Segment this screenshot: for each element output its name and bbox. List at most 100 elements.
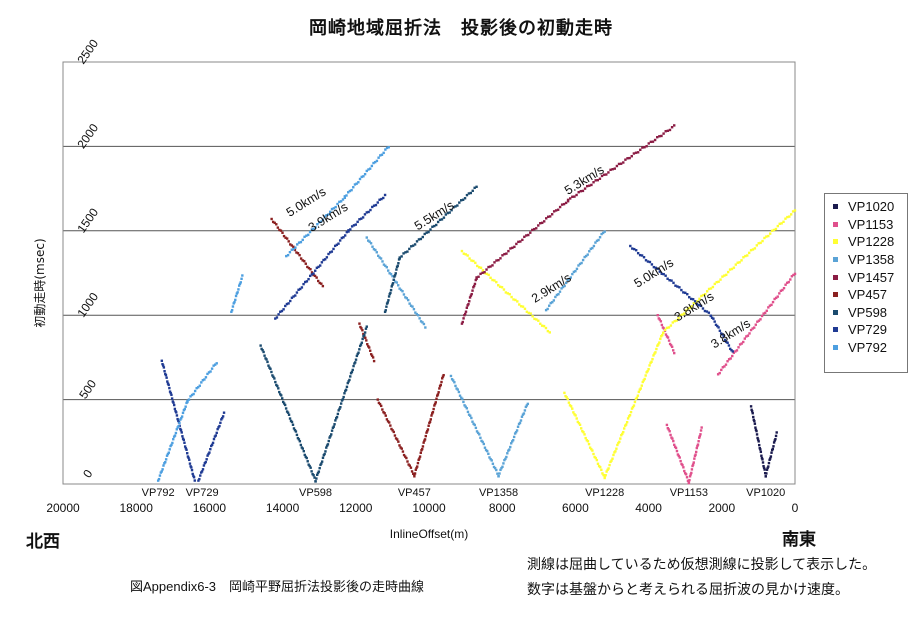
data-point bbox=[408, 247, 411, 251]
data-point bbox=[188, 462, 192, 465]
data-point bbox=[419, 320, 423, 323]
data-point bbox=[166, 382, 170, 385]
data-point bbox=[321, 284, 325, 288]
data-point bbox=[368, 240, 371, 243]
data-point bbox=[483, 271, 486, 274]
data-point bbox=[506, 292, 509, 295]
data-point bbox=[444, 213, 448, 216]
data-point bbox=[358, 218, 361, 221]
data-point bbox=[690, 305, 694, 308]
data-point bbox=[368, 349, 372, 352]
data-point bbox=[326, 443, 330, 446]
data-point bbox=[400, 255, 403, 258]
data-point bbox=[454, 205, 457, 208]
data-point bbox=[190, 466, 193, 469]
data-point bbox=[659, 337, 662, 341]
data-point bbox=[631, 405, 635, 409]
data-point bbox=[612, 453, 615, 457]
data-point bbox=[335, 417, 338, 420]
data-point bbox=[696, 444, 699, 448]
legend-item-vp792: VP792 bbox=[831, 339, 907, 357]
data-point bbox=[639, 387, 642, 390]
data-point bbox=[416, 314, 420, 317]
data-point bbox=[634, 151, 638, 154]
data-point bbox=[322, 258, 325, 262]
data-point bbox=[504, 457, 507, 461]
data-point bbox=[233, 300, 236, 304]
data-point bbox=[421, 321, 424, 324]
data-point bbox=[306, 460, 309, 463]
data-point bbox=[280, 394, 283, 397]
data-point bbox=[339, 405, 342, 409]
data-point bbox=[578, 423, 582, 426]
vp-label: VP1228 bbox=[585, 487, 624, 499]
data-point bbox=[576, 420, 580, 424]
data-point bbox=[369, 208, 372, 212]
data-point bbox=[765, 468, 769, 471]
data-point bbox=[198, 384, 201, 387]
data-point bbox=[774, 434, 778, 438]
data-point bbox=[261, 348, 264, 352]
data-point bbox=[406, 250, 409, 253]
data-point bbox=[632, 404, 636, 407]
data-point bbox=[460, 322, 464, 325]
data-point bbox=[541, 221, 544, 225]
data-point bbox=[461, 198, 465, 201]
data-point bbox=[519, 305, 523, 308]
data-point bbox=[431, 412, 434, 415]
data-point bbox=[461, 320, 464, 324]
data-point bbox=[505, 252, 508, 255]
data-point bbox=[320, 460, 324, 463]
data-point bbox=[162, 464, 165, 467]
data-point bbox=[173, 407, 177, 411]
data-point bbox=[585, 184, 589, 188]
data-point bbox=[488, 456, 491, 459]
data-point bbox=[176, 417, 179, 421]
data-point bbox=[759, 450, 763, 454]
data-point bbox=[654, 266, 658, 270]
data-point bbox=[371, 356, 375, 359]
data-point bbox=[414, 311, 417, 314]
data-point bbox=[205, 458, 208, 461]
data-point bbox=[297, 241, 301, 244]
data-point bbox=[374, 160, 377, 164]
data-point bbox=[382, 196, 385, 200]
y-tick-label: 0 bbox=[80, 467, 95, 481]
data-point bbox=[354, 358, 358, 361]
data-point bbox=[491, 264, 494, 267]
data-point bbox=[548, 304, 551, 307]
data-point bbox=[718, 371, 721, 375]
data-point bbox=[519, 419, 523, 422]
data-point bbox=[619, 437, 622, 440]
data-point bbox=[728, 268, 732, 271]
data-point bbox=[365, 325, 368, 328]
data-point bbox=[754, 323, 757, 326]
data-point bbox=[699, 433, 702, 436]
data-point bbox=[208, 451, 211, 454]
data-point bbox=[315, 266, 319, 270]
data-point bbox=[588, 250, 591, 253]
data-point bbox=[294, 246, 297, 249]
data-point bbox=[631, 247, 634, 250]
data-point bbox=[207, 371, 211, 374]
data-point bbox=[750, 410, 754, 413]
data-point bbox=[688, 475, 692, 478]
data-point bbox=[709, 287, 713, 290]
data-point bbox=[761, 458, 764, 461]
data-point bbox=[473, 282, 477, 286]
data-point bbox=[209, 370, 212, 373]
data-point bbox=[281, 400, 285, 404]
data-point bbox=[417, 458, 420, 462]
data-point bbox=[734, 350, 737, 353]
data-point bbox=[192, 476, 196, 479]
data-point bbox=[333, 423, 336, 426]
data-point bbox=[699, 429, 703, 432]
data-point bbox=[328, 251, 332, 254]
data-point bbox=[284, 236, 287, 239]
data-point bbox=[283, 403, 287, 407]
data-point bbox=[519, 240, 522, 243]
data-point bbox=[697, 440, 700, 443]
data-point bbox=[772, 445, 775, 448]
data-point bbox=[314, 269, 317, 272]
data-point bbox=[463, 314, 466, 317]
